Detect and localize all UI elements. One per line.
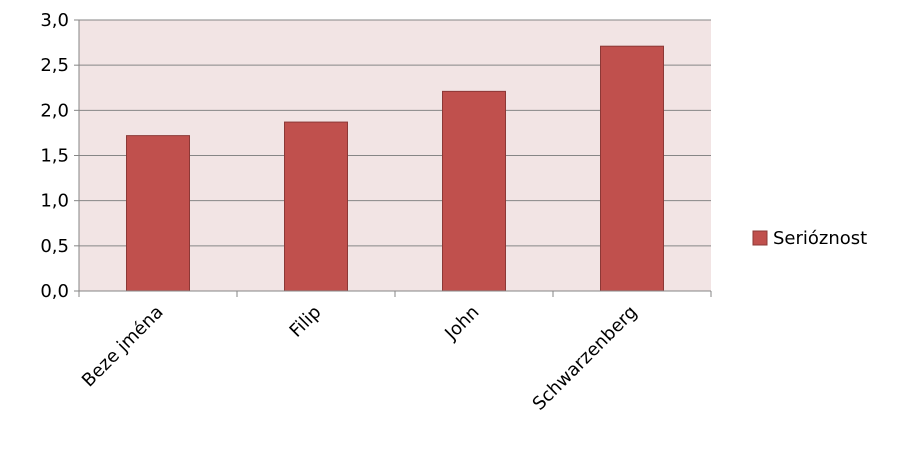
x-tick-label: Schwarzenberg	[529, 302, 642, 415]
legend-label: Serióznost	[773, 228, 867, 249]
y-tick-label: 3,0	[40, 10, 69, 31]
y-tick-label: 1,5	[40, 146, 69, 167]
x-tick-label: John	[440, 302, 483, 345]
y-tick-label: 2,5	[40, 55, 69, 76]
bar	[600, 45, 664, 292]
y-tick-labels: 0,0 0,5 1,0 1,5 2,0 2,5 3,0	[40, 10, 69, 302]
y-tick-label: 0,5	[40, 236, 69, 257]
legend-swatch	[752, 230, 768, 246]
bar	[284, 121, 348, 292]
y-tick-label: 1,0	[40, 191, 69, 212]
y-tick-label: 2,0	[40, 100, 69, 121]
x-tick-label: Filip	[286, 302, 326, 342]
x-tick-label: Beze jména	[78, 302, 168, 392]
y-tick-label: 0,0	[40, 281, 69, 302]
bars	[126, 45, 664, 292]
legend: Serióznost	[752, 228, 867, 249]
x-tick-labels: Beze jména Filip John Schwarzenberg	[78, 302, 642, 415]
axes	[74, 19, 712, 297]
bar	[126, 135, 190, 292]
bar	[442, 90, 506, 292]
